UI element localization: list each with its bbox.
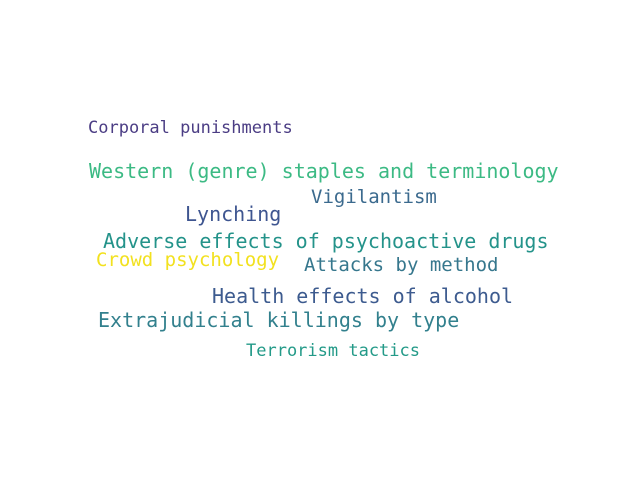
word-health-effects-of-alcohol: Health effects of alcohol (212, 284, 514, 308)
word-terrorism-tactics: Terrorism tactics (246, 341, 420, 361)
word-attacks-by-method: Attacks by method (304, 254, 499, 276)
word-western-genre-staples: Western (genre) staples and terminology (89, 159, 559, 183)
word-vigilantism: Vigilantism (311, 186, 437, 208)
word-lynching: Lynching (185, 202, 282, 226)
word-adverse-effects-psychoactive-drugs: Adverse effects of psychoactive drugs (103, 229, 549, 253)
word-crowd-psychology: Crowd psychology (96, 249, 280, 271)
word-corporal-punishments: Corporal punishments (88, 118, 293, 138)
word-extrajudicial-killings-by-type: Extrajudicial killings by type (98, 308, 460, 332)
